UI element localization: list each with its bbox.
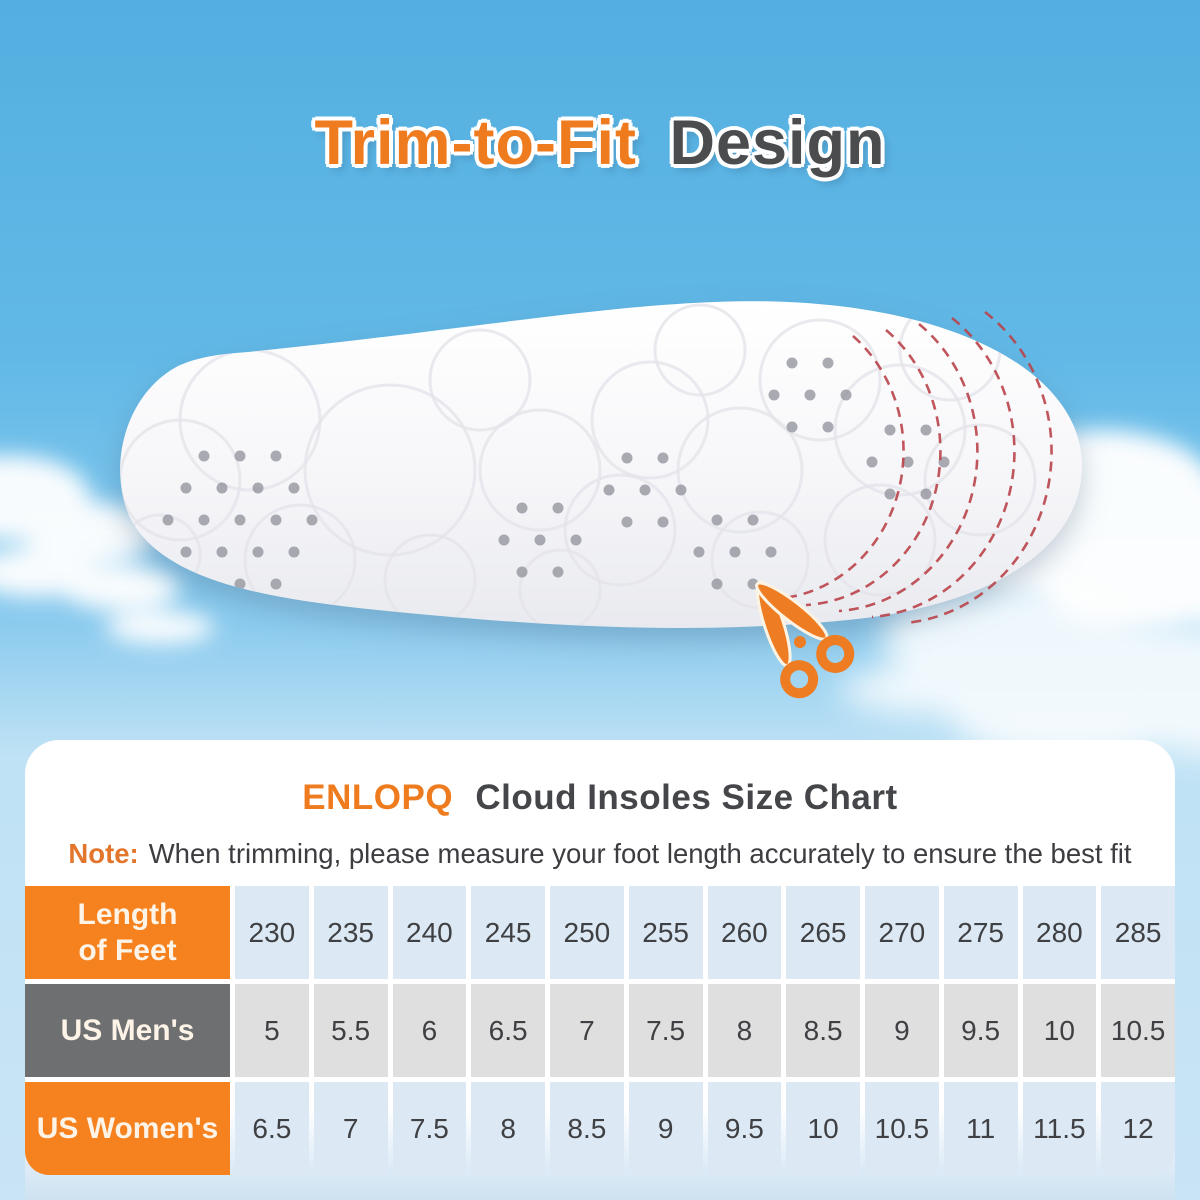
size-cell: 9.5 xyxy=(707,1082,782,1175)
title-highlight: Trim-to-Fit xyxy=(314,108,637,178)
size-chart-title: ENLOPQ Cloud Insoles Size Chart xyxy=(0,778,1200,818)
note: Note: When trimming, please measure your … xyxy=(40,838,1160,870)
insole-image xyxy=(120,301,1083,628)
size-cell: 245 xyxy=(471,886,545,979)
size-cell: 280 xyxy=(1022,886,1097,979)
row-header-cell: US Women's xyxy=(25,1082,230,1175)
size-cell: 8 xyxy=(471,1082,545,1175)
trim-line xyxy=(904,310,1053,625)
trim-line xyxy=(805,329,942,607)
size-cell: 7.5 xyxy=(392,1082,467,1175)
trim-line xyxy=(772,335,905,601)
size-cell: 9 xyxy=(628,1082,703,1175)
brand-name: ENLOPQ xyxy=(302,778,454,817)
size-cell: 7.5 xyxy=(628,984,703,1077)
size-cell: 285 xyxy=(1101,886,1175,979)
row-header-cell: Length of Feet xyxy=(25,886,230,979)
size-cell: 9.5 xyxy=(943,984,1018,1077)
size-cell: 8.5 xyxy=(550,1082,624,1175)
size-cell: 7 xyxy=(550,984,624,1077)
trim-line xyxy=(838,322,979,613)
size-cell: 5.5 xyxy=(313,984,388,1077)
size-table: Length of Feet 230 235 240 245 250 255 260 265 27… xyxy=(25,886,1175,1175)
note-label: Note: xyxy=(68,838,139,869)
size-cell: 10.5 xyxy=(1101,984,1175,1077)
size-cell: 11 xyxy=(943,1082,1018,1175)
insole-illustration xyxy=(120,301,1083,699)
row-header-cell: US Men's xyxy=(25,984,230,1077)
title-rest: Design xyxy=(669,108,886,178)
size-cell: 235 xyxy=(313,886,388,979)
size-cell: 275 xyxy=(943,886,1018,979)
note-text: When trimming, please measure your foot … xyxy=(148,838,1132,869)
size-cell: 240 xyxy=(392,886,467,979)
size-cell: 8 xyxy=(707,984,782,1077)
size-cell: 260 xyxy=(707,886,782,979)
trim-line xyxy=(871,316,1016,619)
size-cell: 6.5 xyxy=(471,984,545,1077)
page-title: Trim-to-Fit Design xyxy=(0,112,1200,175)
size-cell: 10.5 xyxy=(865,1082,939,1175)
size-cell: 6.5 xyxy=(235,1082,309,1175)
size-cell: 10 xyxy=(1022,984,1097,1077)
size-cell: 250 xyxy=(550,886,624,979)
size-cell: 9 xyxy=(865,984,939,1077)
size-cell: 12 xyxy=(1101,1082,1175,1175)
size-cell: 11.5 xyxy=(1022,1082,1097,1175)
ventilation-holes xyxy=(162,357,950,590)
trim-lines xyxy=(772,310,1053,625)
scissors-icon xyxy=(755,580,855,699)
size-cell: 265 xyxy=(786,886,860,979)
size-chart-title-text: Cloud Insoles Size Chart xyxy=(475,778,898,817)
size-cell: 270 xyxy=(865,886,939,979)
size-cell: 255 xyxy=(628,886,703,979)
size-cell: 8.5 xyxy=(786,984,860,1077)
size-cell: 6 xyxy=(392,984,467,1077)
size-cell: 5 xyxy=(235,984,309,1077)
size-cell: 10 xyxy=(786,1082,860,1175)
size-cell: 7 xyxy=(313,1082,388,1175)
size-cell: 230 xyxy=(235,886,309,979)
